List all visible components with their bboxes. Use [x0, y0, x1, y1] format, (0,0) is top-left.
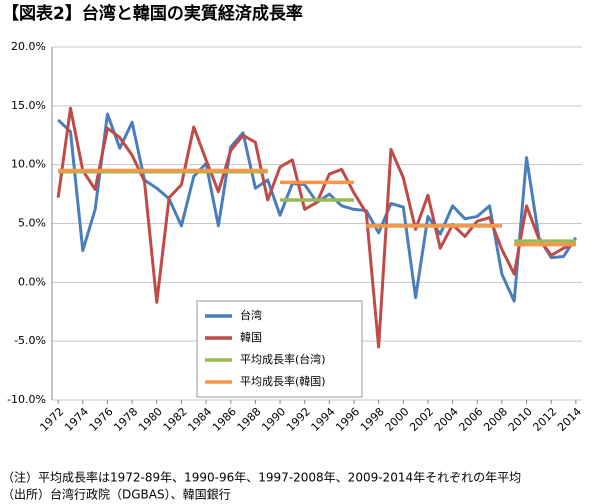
series-line	[57, 112, 578, 303]
x-tick-label: 1998	[358, 405, 387, 434]
x-tick-label: 1978	[111, 405, 140, 434]
x-tick-label: 2006	[456, 405, 485, 434]
chart-title: 【図表2】台湾と韓国の実質経済成長率	[2, 3, 303, 24]
x-tick-label: 2012	[530, 405, 559, 434]
x-tick-label: 2008	[481, 405, 510, 434]
y-tick-label: 0.0%	[18, 275, 46, 288]
legend-label: 台湾	[240, 308, 262, 322]
legend-label: 平均成長率(韓国)	[240, 374, 326, 388]
x-tick-label: 1982	[161, 405, 190, 434]
x-tick-label: 2014	[555, 405, 584, 434]
legend-label: 韓国	[240, 331, 262, 344]
y-tick-label: -10.0%	[7, 393, 46, 406]
x-tick-label: 1996	[333, 405, 362, 434]
x-tick-label: 1976	[87, 405, 116, 434]
note: （注）平均成長率は1972-89年、1990-96年、1997-2008年、20…	[2, 470, 521, 485]
note: （出所）台湾行政院（DGBAS）、韓国銀行	[2, 487, 231, 502]
y-tick-label: -5.0%	[14, 334, 46, 347]
x-tick-label: 2010	[506, 405, 535, 434]
x-tick-label: 2004	[432, 405, 461, 434]
x-tick-label: 1986	[210, 405, 239, 434]
x-tick-label: 1980	[136, 405, 165, 434]
legend-label: 平均成長率(台湾)	[240, 352, 326, 366]
x-tick-label: 1988	[235, 405, 264, 434]
y-tick-label: 10.0%	[11, 158, 46, 171]
x-tick-label: 1992	[284, 405, 313, 434]
x-tick-label: 1984	[185, 405, 214, 434]
x-tick-label: 2000	[383, 405, 412, 434]
y-tick-label: 15.0%	[11, 99, 46, 112]
x-tick-label: 1972	[37, 405, 66, 434]
y-tick-label: 5.0%	[18, 217, 46, 230]
series-line	[56, 106, 577, 349]
x-tick-label: 1994	[309, 405, 338, 434]
x-tick-label: 1990	[259, 405, 288, 434]
x-tick-label: 1974	[62, 405, 91, 434]
x-tick-label: 2002	[407, 405, 436, 434]
y-tick-label: 20.0%	[11, 40, 46, 53]
